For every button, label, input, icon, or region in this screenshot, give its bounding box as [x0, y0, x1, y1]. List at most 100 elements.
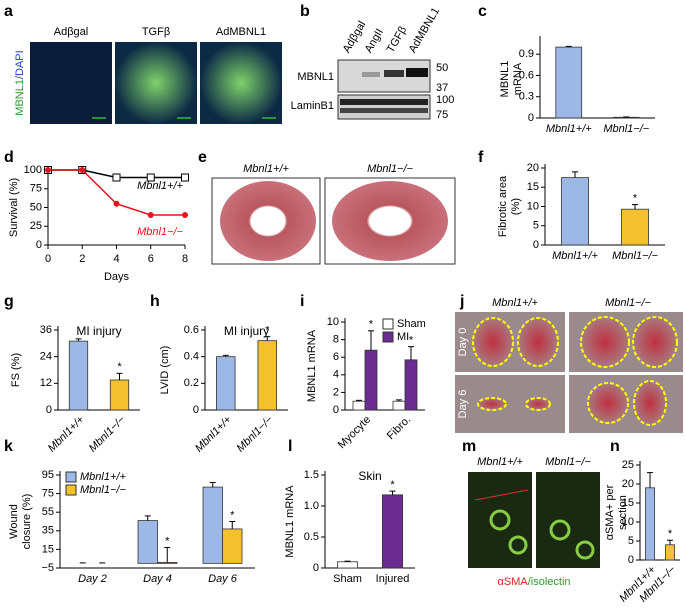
panel-letter: h: [150, 293, 160, 310]
significance: *: [165, 535, 170, 547]
stain-label: αSMA/isolectin: [498, 576, 571, 588]
x-tick-label: Mbnl1+/+: [46, 413, 87, 454]
y-axis-label: LVID (cm): [159, 346, 171, 395]
bar: [216, 356, 236, 411]
y-tick-label: 0.4: [184, 351, 199, 363]
x-tick-label: Myocyte: [336, 414, 373, 451]
y-tick-label: 0: [528, 112, 534, 124]
y-axis-label: αSMA+ per: [604, 484, 616, 540]
significance: *: [409, 335, 414, 347]
y-axis-label: closure (%): [21, 494, 33, 550]
significance: *: [369, 319, 374, 331]
bar: [381, 494, 404, 569]
legend-label: Mbnl1−/−: [80, 484, 126, 496]
image-label: Mbnl1+/+: [243, 163, 289, 175]
legend-swatch: [65, 471, 77, 483]
point: [45, 167, 51, 173]
x-tick-label: 4: [113, 253, 119, 265]
image-label: AdMBNL1: [216, 26, 266, 38]
x-tick-label: Day 2: [78, 573, 107, 585]
x-tick-label: Sham: [333, 573, 362, 585]
y-tick-label: 15: [42, 543, 54, 555]
size-marker: 37: [436, 82, 448, 94]
y-tick-label: 12: [40, 377, 52, 389]
y-axis-label: MBNL1: [499, 61, 511, 98]
panel-letter: k: [4, 438, 13, 455]
lane-label: AdMBNL1: [407, 6, 442, 55]
significance: *: [390, 479, 395, 491]
bar: [137, 520, 158, 564]
bar: [202, 486, 223, 564]
y-tick-label: 0.9: [519, 48, 534, 60]
y-tick-label: 6: [333, 351, 339, 363]
panel-letter: g: [4, 293, 14, 310]
y-tick-label: 20: [527, 162, 539, 174]
significance: *: [117, 361, 122, 373]
y-tick-label: 5: [628, 535, 634, 547]
y-tick-label: 8: [333, 334, 339, 346]
y-tick-label: 35: [42, 525, 54, 537]
bar: [645, 487, 655, 561]
panel-letter: j: [459, 293, 464, 310]
image-label: Mbnl1−/−: [605, 297, 651, 309]
size-marker: 75: [436, 109, 448, 121]
y-axis-label: mRNA: [512, 62, 524, 95]
y-tick-label: 36: [40, 324, 52, 336]
x-tick-label: 6: [148, 253, 154, 265]
y-tick-label: 0: [193, 404, 199, 416]
image-label: Mbnl1+/+: [492, 297, 538, 309]
y-axis-label: Wound: [8, 504, 20, 539]
point: [181, 173, 189, 182]
significance: *: [668, 528, 673, 540]
x-tick-label: Injured: [376, 573, 410, 585]
y-tick-label: 1.0: [304, 500, 319, 512]
point: [112, 173, 121, 182]
y-tick-label: 5: [533, 220, 539, 232]
y-tick-label: −5: [41, 562, 54, 574]
y-axis-label: FS (%): [10, 353, 22, 387]
x-tick-label: Mbnl1+/+: [552, 250, 598, 262]
bar: [352, 400, 366, 411]
x-tick-label: Mbnl1+/+: [193, 413, 234, 454]
panel-letter: m: [462, 438, 476, 455]
y-tick-label: 15: [527, 181, 539, 193]
significance: *: [265, 325, 270, 337]
bar: [336, 561, 359, 569]
bar: [68, 340, 89, 411]
bar: [561, 177, 589, 246]
panel-letter: i: [300, 293, 304, 310]
legend-label: Mbnl1+/+: [80, 471, 126, 483]
y-tick-label: 75: [30, 183, 42, 195]
size-marker: 100: [436, 94, 454, 106]
x-tick-label: Mbnl1+/+: [546, 123, 592, 135]
row-label: Day 6: [457, 390, 469, 419]
y-tick-label: 0.6: [519, 69, 534, 81]
bar: [257, 340, 277, 411]
legend-swatch: [382, 318, 394, 330]
x-tick-label: Mbnl1−/−: [612, 250, 658, 262]
x-tick-label: Fibro.: [385, 414, 413, 442]
panel-letter: n: [610, 438, 620, 455]
bar: [364, 349, 378, 411]
y-tick-label: 75: [42, 488, 54, 500]
y-axis-label: MBNL1 mRNA: [284, 485, 296, 558]
panel-letter: c: [478, 3, 487, 20]
panel-letter: d: [4, 149, 14, 166]
bar: [665, 544, 675, 561]
y-tick-label: 4: [333, 369, 339, 381]
image-label: TGFβ: [142, 26, 170, 38]
y-axis-label: MBNL1 mRNA: [306, 329, 318, 402]
point: [79, 167, 86, 173]
point: [182, 212, 188, 218]
y-tick-label: 10: [622, 516, 634, 528]
x-axis-label: Days: [104, 271, 130, 283]
point: [147, 212, 154, 218]
y-tick-label: 0: [36, 239, 42, 251]
bar: [621, 208, 649, 246]
stain-label: MBNL1/DAPI: [14, 50, 26, 115]
size-marker: 50: [436, 62, 448, 74]
bar: [109, 379, 130, 411]
y-tick-label: 0.3: [519, 91, 534, 103]
y-tick-label: 1.5: [304, 469, 319, 481]
